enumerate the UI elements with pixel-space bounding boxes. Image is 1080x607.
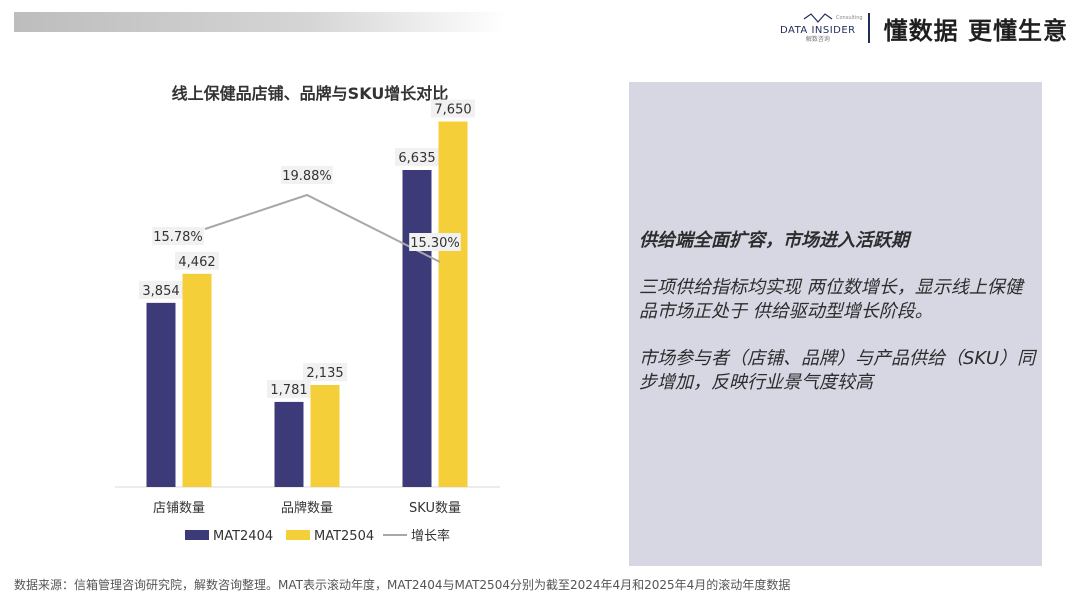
growth-rate-label: 15.30% — [410, 236, 460, 251]
insight-panel: 供给端全面扩容，市场进入活跃期 三项供给指标均实现 两位数增长，显示线上保健品市… — [629, 82, 1042, 566]
category-label: SKU数量 — [409, 501, 461, 516]
category-label: 品牌数量 — [281, 500, 333, 516]
legend-swatch-MAT2504 — [286, 530, 310, 540]
data-label: 6,635 — [398, 151, 435, 166]
brand-logo: Consulting DATA INSIDER 解数咨询 — [780, 12, 863, 44]
data-label-bg — [395, 147, 439, 166]
chart-title: 线上保健品店铺、品牌与SKU增长对比 — [171, 84, 449, 103]
bar-MAT2504-2 — [438, 121, 468, 487]
data-label-bg — [267, 379, 311, 398]
category-label: 店铺数量 — [153, 501, 205, 516]
data-label: 2,135 — [306, 366, 343, 381]
insight-paragraph-1: 三项供给指标均实现 两位数增长，显示线上保健品市场正处于 供给驱动型增长阶段。 — [639, 277, 1023, 322]
bar-MAT2404-1 — [274, 401, 304, 487]
data-label: 1,781 — [270, 383, 307, 398]
brand-name: DATA INSIDER — [780, 24, 856, 36]
brand-divider — [867, 13, 870, 43]
insight-headline: 供给端全面扩容，市场进入活跃期 — [639, 230, 909, 251]
data-label-bg — [139, 280, 183, 299]
data-label: 4,462 — [178, 255, 215, 270]
data-label-bg — [175, 251, 219, 270]
source-footnote: 数据来源：信箱管理咨询研究院，解数咨询整理。MAT表示滚动年度，MAT2404与… — [14, 578, 791, 592]
growth-label-bg — [281, 166, 333, 184]
bar-MAT2404-2 — [402, 169, 432, 487]
bar-MAT2504-0 — [182, 273, 212, 487]
growth-rate-label: 19.88% — [282, 169, 332, 184]
brand-consulting-label: Consulting — [836, 14, 863, 21]
growth-rate-label: 15.78% — [153, 230, 203, 245]
bar-MAT2404-0 — [146, 302, 176, 487]
bar-MAT2504-1 — [310, 384, 340, 487]
data-label: 3,854 — [142, 284, 179, 299]
brand-mark-icon — [803, 12, 833, 23]
chart-svg: 3,854 1,781 6,635 4,462 2,135 7,650 15.78% 19.8… — [115, 99, 500, 544]
growth-rate-line — [204, 193, 441, 263]
data-label-bg — [431, 99, 475, 118]
brand-subname: 解数咨询 — [805, 35, 830, 43]
legend-swatch-MAT2404 — [185, 530, 209, 540]
header-gradient-bar — [14, 12, 506, 32]
legend-label: MAT2504 — [314, 529, 374, 544]
data-label-bg — [303, 362, 347, 381]
data-label: 7,650 — [434, 103, 471, 118]
brand-slogan: 懂数据 更懂生意 — [883, 16, 1068, 45]
legend-label: 增长率 — [411, 528, 450, 544]
legend-label: MAT2404 — [213, 529, 273, 544]
brand-header: Consulting DATA INSIDER 解数咨询 懂数据 更懂生意 — [780, 8, 1068, 48]
growth-label-bg — [409, 233, 461, 251]
growth-label-bg — [152, 227, 204, 245]
insight-paragraph-2: 市场参与者（店铺、品牌）与产品供给（SKU）同步增加，反映行业景气度较高 — [639, 348, 1036, 393]
